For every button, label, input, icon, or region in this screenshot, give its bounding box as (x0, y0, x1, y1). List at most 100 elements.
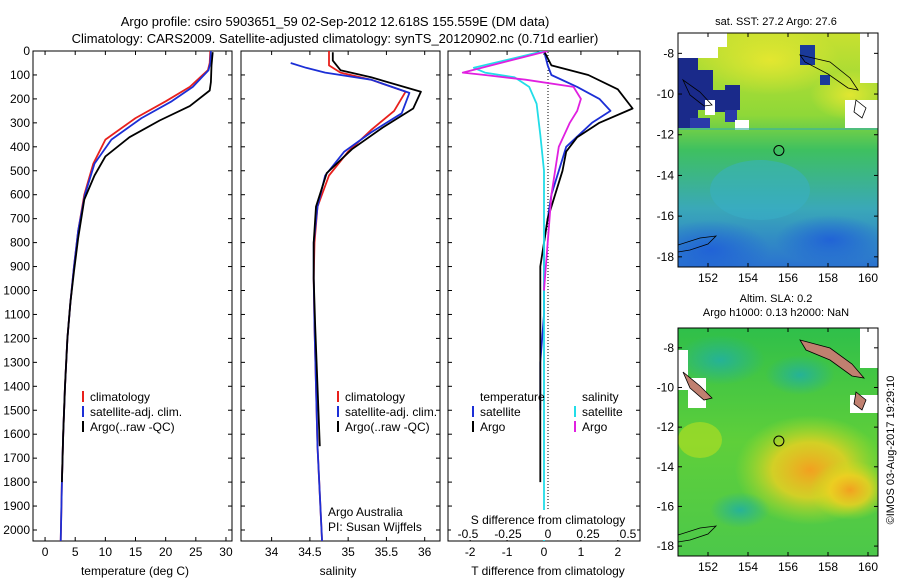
x-tick-label: -2 (465, 545, 476, 559)
legend-swatch-s-argo (574, 421, 576, 432)
sla-map-axes: 152 154 156 158 160 -8 -10 -12 -14 -16 -18 (657, 328, 878, 574)
pi-label: PI: Susan Wijffels (328, 520, 422, 534)
temperature-axis-label: temperature (deg C) (81, 564, 189, 578)
series-line-s-satellite (472, 51, 545, 541)
s-tick-label: 0.5 (620, 527, 637, 541)
lon-tick-label: 160 (858, 560, 878, 574)
legend-title-temperature: temperature (480, 390, 545, 404)
x-tick-label: 34 (265, 545, 279, 559)
depth-tick-label: 1700 (3, 451, 30, 465)
depth-tick-label: 500 (10, 164, 30, 178)
imos-stamp: ©IMOS 03-Aug-2017 19:29:10 (885, 376, 897, 525)
difference-y-ticks (448, 50, 640, 531)
legend-label-argo: Argo(..raw -QC) (90, 420, 175, 434)
x-tick-label: 0 (42, 545, 49, 559)
t-difference-axis-label: T difference from climatology (471, 564, 625, 578)
depth-tick-label: 100 (10, 68, 30, 82)
legend-swatch-s-satellite (574, 406, 576, 417)
sla-map-title: Altim. SLA: 0.2 (740, 293, 813, 305)
x-tick-label: 35.5 (375, 545, 399, 559)
depth-tick-label: 1900 (3, 499, 30, 513)
s-difference-axis-label: S difference from climatology (471, 513, 626, 527)
x-tick-label: 20 (159, 545, 173, 559)
sst-map-title: sat. SST: 27.2 Argo: 27.6 (715, 16, 837, 28)
depth-axis: 0 100 200 300 400 500 600 700 800 900 1000 1100 1200… (3, 44, 232, 537)
lat-tick-label: -8 (663, 341, 674, 355)
legend-swatch-climatology (82, 391, 84, 402)
x-tick-label: 2 (615, 545, 622, 559)
salinity-axis-label: salinity (320, 564, 357, 578)
s-tick-label: -0.25 (494, 527, 522, 541)
temperature-panel: 0100200300400500600700800900100011001200… (3, 44, 233, 578)
legend-swatch-t-argo (472, 421, 474, 432)
legend-label-satellite: satellite-adj. clim. (90, 405, 182, 419)
top-axis-background (451, 510, 637, 540)
depth-tick-label: 300 (10, 116, 30, 130)
legend-label-satellite: satellite-adj. clim. (345, 405, 437, 419)
difference-legend: temperature satellite Argo salinity sate… (472, 390, 623, 434)
lat-tick-label: -12 (657, 128, 675, 142)
depth-tick-label: 1500 (3, 403, 30, 417)
depth-tick-label: 0 (23, 44, 30, 58)
lon-tick-label: 156 (778, 271, 798, 285)
legend-label-t-satellite: satellite (480, 405, 521, 419)
legend-swatch-climatology (337, 391, 339, 402)
salinity-y-ticks (241, 50, 440, 531)
legend-swatch-satellite (82, 406, 84, 417)
s-tick-label: -0.5 (458, 527, 479, 541)
lat-tick-label: -12 (657, 420, 675, 434)
legend-label-climatology: climatology (345, 390, 405, 404)
x-tick-label: 30 (219, 545, 233, 559)
legend-label-s-satellite: satellite (582, 405, 623, 419)
lat-tick-label: -10 (657, 87, 675, 101)
legend-label-s-argo: Argo (582, 420, 608, 434)
lat-tick-label: -14 (657, 460, 675, 474)
header-line-2: Climatology: CARS2009. Satellite-adjuste… (72, 31, 599, 46)
x-tick-label: 25 (189, 545, 203, 559)
legend-swatch-argo (337, 421, 339, 432)
s-difference-top-axis: -0.5 -0.25 0 0.25 0.5 (458, 527, 637, 541)
x-tick-label: -1 (502, 545, 513, 559)
depth-tick-label: 400 (10, 140, 30, 154)
x-tick-label: 1 (578, 545, 585, 559)
depth-tick-label: 1400 (3, 379, 30, 393)
sst-map-field (678, 33, 878, 267)
lat-tick-label: -16 (657, 209, 675, 223)
x-tick-label: 35 (341, 545, 355, 559)
depth-tick-label: 1000 (3, 284, 30, 298)
salinity-legend: climatology satellite-adj. clim. Argo(..… (337, 390, 437, 434)
sst-map-axes: 152 154 156 158 160 -8 -10 -12 -14 -16 -18 (657, 33, 878, 285)
lon-tick-label: 154 (738, 271, 758, 285)
x-tick-label: 36 (418, 545, 432, 559)
depth-tick-label: 1200 (3, 331, 30, 345)
temperature-x-axis: 0 5 10 15 20 25 30 (42, 51, 233, 559)
difference-series (461, 51, 634, 541)
difference-panel: -2 -1 0 1 2 T difference from climatology S … (447, 50, 641, 578)
lon-tick-label: 160 (858, 271, 878, 285)
temperature-legend: climatology satellite-adj. clim. Argo(..… (82, 390, 182, 434)
x-tick-label: 34.5 (298, 545, 322, 559)
depth-tick-label: 700 (10, 212, 30, 226)
depth-tick-label: 800 (10, 236, 30, 250)
legend-label-argo: Argo(..raw -QC) (345, 420, 430, 434)
legend-swatch-argo (82, 421, 84, 432)
lon-tick-label: 152 (698, 271, 718, 285)
depth-tick-label: 2000 (3, 523, 30, 537)
salinity-x-axis: 34 34.5 35 35.5 36 (265, 51, 432, 559)
lat-tick-label: -8 (663, 46, 674, 60)
lon-tick-label: 158 (818, 560, 838, 574)
sla-map-subtitle: Argo h1000: 0.13 h2000: NaN (703, 307, 849, 319)
salinity-series (290, 51, 422, 541)
lat-tick-label: -14 (657, 168, 675, 182)
lat-tick-label: -18 (657, 539, 675, 553)
lon-tick-label: 152 (698, 560, 718, 574)
s-tick-label: 0 (545, 527, 552, 541)
x-tick-label: 10 (99, 545, 113, 559)
argo-location-marker (773, 435, 785, 447)
depth-tick-label: 600 (10, 188, 30, 202)
legend-label-climatology: climatology (90, 390, 150, 404)
x-tick-label: 0 (541, 545, 548, 559)
sla-map-field (678, 328, 878, 556)
series-line-argo-raw-qc- (312, 52, 422, 447)
